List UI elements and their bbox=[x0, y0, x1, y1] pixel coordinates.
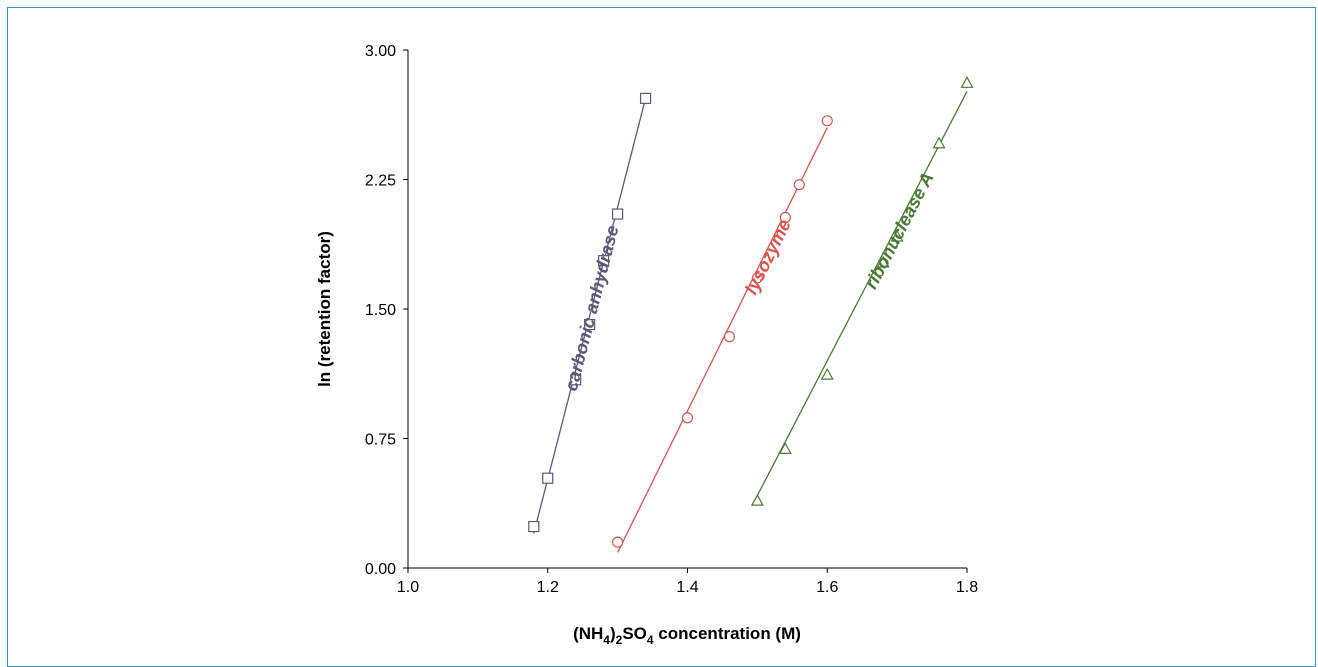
axes bbox=[407, 50, 967, 569]
y-tick-label: 1.50 bbox=[365, 302, 396, 319]
x-tick-label: 1.4 bbox=[676, 579, 698, 596]
square-marker bbox=[570, 374, 582, 386]
fit-line bbox=[756, 91, 968, 496]
circle-marker bbox=[681, 412, 694, 424]
circle-marker bbox=[723, 331, 736, 343]
triangle-marker bbox=[820, 367, 834, 380]
square-marker bbox=[584, 318, 596, 331]
square-marker bbox=[528, 520, 540, 533]
circle-marker bbox=[612, 536, 624, 548]
x-axis-ticks: 1.0 1.2 1.4 1.6 1.8 bbox=[397, 568, 978, 596]
series-label: ribonuclease A bbox=[861, 169, 938, 292]
circle-marker bbox=[779, 211, 791, 224]
y-axis-ticks: 0.00 0.75 1.50 2.25 3.00 bbox=[365, 43, 408, 578]
square-marker bbox=[639, 92, 652, 104]
square-marker bbox=[542, 472, 554, 484]
fit-line bbox=[617, 127, 828, 553]
series-labels: carbonic anhydrase lysozyme ribonuclease A bbox=[561, 169, 938, 393]
triangle-marker bbox=[778, 442, 792, 454]
square-marker bbox=[612, 208, 624, 220]
y-tick-label: 0.00 bbox=[365, 561, 396, 578]
x-tick-label: 1.8 bbox=[956, 579, 978, 596]
triangle-marker bbox=[960, 76, 974, 88]
x-axis-title: (NH4)2SO4 concentration (M) bbox=[573, 624, 801, 647]
triangle-marker bbox=[750, 493, 764, 506]
triangle-marker bbox=[876, 255, 890, 268]
data-markers bbox=[528, 76, 974, 548]
x-tick-label: 1.0 bbox=[397, 579, 419, 596]
x-tick-label: 1.6 bbox=[816, 579, 838, 596]
circle-marker bbox=[821, 115, 833, 127]
fit-lines bbox=[533, 91, 968, 553]
circle-marker bbox=[751, 272, 763, 284]
square-marker bbox=[598, 255, 610, 267]
y-tick-label: 0.75 bbox=[365, 432, 396, 449]
x-tick-label: 1.2 bbox=[537, 579, 559, 596]
fit-line bbox=[533, 98, 647, 534]
series-label: lysozyme bbox=[741, 216, 795, 298]
circle-marker bbox=[793, 179, 805, 191]
scatter-chart: 0.00 0.75 1.50 2.25 3.00 1.0 1.2 1.4 1.6 1.8 car… bbox=[315, 43, 978, 647]
y-axis-title: ln (retention factor) bbox=[315, 231, 334, 387]
triangle-marker bbox=[890, 229, 904, 242]
y-tick-label: 2.25 bbox=[365, 173, 396, 190]
triangle-marker bbox=[932, 136, 946, 149]
series-label: carbonic anhydrase bbox=[561, 223, 623, 393]
y-tick-label: 3.00 bbox=[365, 43, 396, 60]
